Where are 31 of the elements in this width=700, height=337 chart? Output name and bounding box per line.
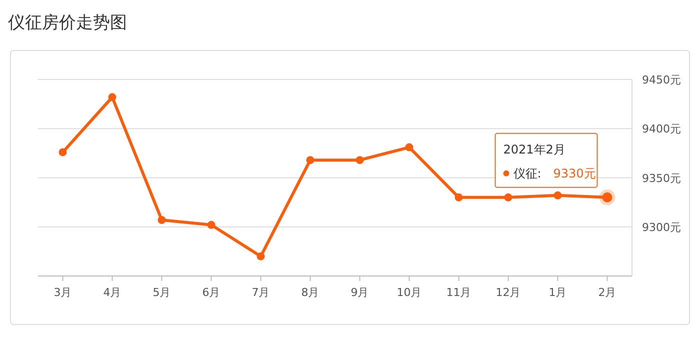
- point: [58, 148, 67, 156]
- x-tick-label: 10月: [396, 286, 422, 299]
- point: [554, 191, 562, 200]
- x-tick-label: 1月: [548, 286, 567, 299]
- x-tick-label: 7月: [252, 286, 270, 299]
- legend-label: 仪征:: [513, 166, 542, 180]
- point: [504, 193, 512, 202]
- x-tick-label: 3月: [54, 286, 72, 299]
- x-tick-label: 6月: [202, 286, 220, 299]
- chart-title: 仪征房价走势图: [8, 13, 127, 33]
- y-tick-label: 9300元: [642, 220, 681, 234]
- point: [158, 216, 166, 224]
- x-tick-label: 12月: [496, 286, 521, 299]
- x-tick-label: 5月: [152, 286, 171, 299]
- point: [356, 156, 364, 164]
- x-tick-label: 9月: [350, 286, 369, 299]
- point: [405, 143, 414, 152]
- y-tick-label: 9400元: [642, 122, 681, 136]
- data-label: 9330元: [553, 166, 596, 180]
- point: [108, 93, 116, 102]
- x-tick-label: 8月: [301, 286, 320, 299]
- point: [256, 252, 265, 260]
- x-tick-label: 2月: [598, 286, 616, 299]
- x-tick-label: 4月: [103, 286, 122, 299]
- y-tick-label: 9450元: [642, 74, 681, 86]
- point: [207, 220, 216, 229]
- point: [454, 193, 463, 202]
- x-tick-label: 11月: [446, 286, 472, 299]
- point: [306, 156, 314, 164]
- y-tick-label: 9350元: [642, 172, 681, 185]
- annotation: 2021年2月: [503, 142, 566, 156]
